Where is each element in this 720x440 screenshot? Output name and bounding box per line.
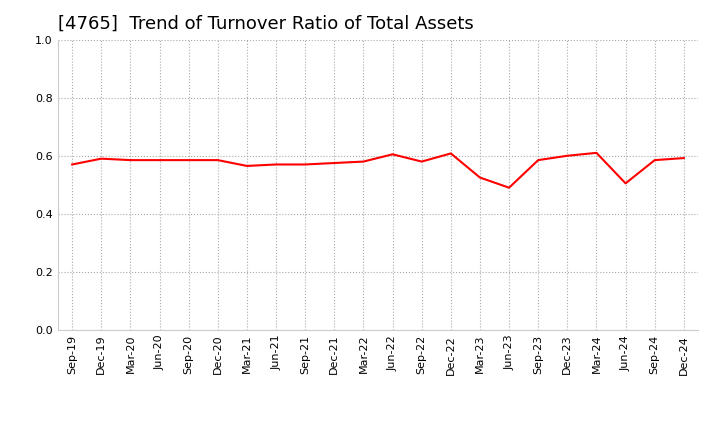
Text: [4765]  Trend of Turnover Ratio of Total Assets: [4765] Trend of Turnover Ratio of Total … bbox=[58, 15, 473, 33]
